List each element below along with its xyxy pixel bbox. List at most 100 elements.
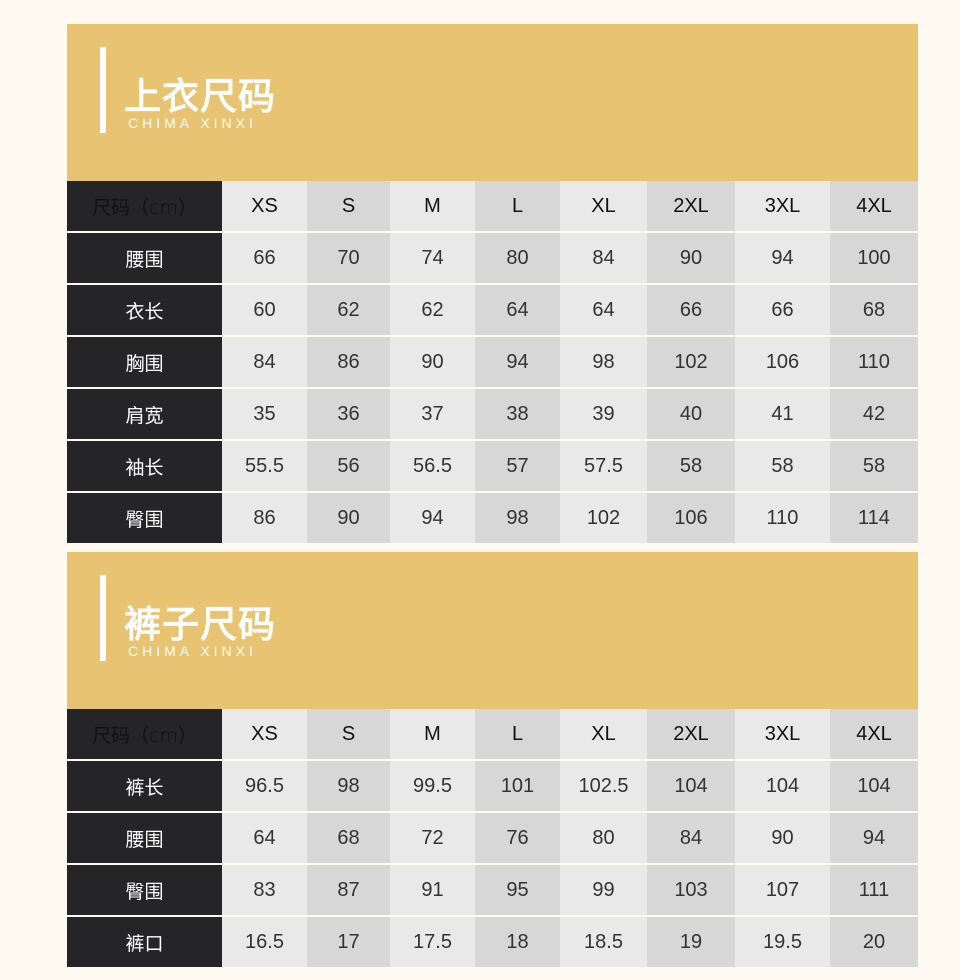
measurement-cell: 87 <box>307 864 390 916</box>
measurement-cell: 90 <box>647 232 735 284</box>
row-label: 臀围 <box>67 864 222 916</box>
measurement-cell: 86 <box>307 336 390 388</box>
size-header: L <box>475 709 560 760</box>
size-header: L <box>475 181 560 232</box>
measurement-cell: 55.5 <box>222 440 307 492</box>
header-label: 尺码（cm） <box>67 181 222 232</box>
size-header: M <box>390 709 475 760</box>
measurement-cell: 66 <box>222 232 307 284</box>
pants-size-section: 裤子尺码 CHIMA XINXI 尺码（cm） XS S M L XL 2XL 3XL 4XL 裤… <box>67 552 918 967</box>
measurement-cell: 90 <box>307 492 390 543</box>
measurement-cell: 17 <box>307 916 390 967</box>
header-row: 尺码（cm） XS S M L XL 2XL 3XL 4XL <box>67 709 918 760</box>
section-subtitle: CHIMA XINXI <box>128 643 257 659</box>
measurement-cell: 84 <box>560 232 647 284</box>
measurement-cell: 17.5 <box>390 916 475 967</box>
size-header: 2XL <box>647 709 735 760</box>
measurement-cell: 91 <box>390 864 475 916</box>
measurement-cell: 98 <box>475 492 560 543</box>
measurement-cell: 76 <box>475 812 560 864</box>
size-header: 4XL <box>830 709 918 760</box>
measurement-cell: 19.5 <box>735 916 830 967</box>
measurement-cell: 66 <box>735 284 830 336</box>
measurement-cell: 98 <box>307 760 390 812</box>
size-header: 3XL <box>735 181 830 232</box>
size-header: XL <box>560 709 647 760</box>
size-header: XS <box>222 181 307 232</box>
measurement-cell: 100 <box>830 232 918 284</box>
measurement-cell: 106 <box>647 492 735 543</box>
top-size-section: 上衣尺码 CHIMA XINXI 尺码（cm） XS S M L XL 2XL 3XL 4XL 腰… <box>67 24 918 543</box>
measurement-cell: 102 <box>647 336 735 388</box>
header-label: 尺码（cm） <box>67 709 222 760</box>
measurement-cell: 99 <box>560 864 647 916</box>
measurement-cell: 94 <box>735 232 830 284</box>
measurement-cell: 64 <box>475 284 560 336</box>
table-row: 肩宽 35 36 37 38 39 40 41 42 <box>67 388 918 440</box>
measurement-cell: 18 <box>475 916 560 967</box>
measurement-cell: 95 <box>475 864 560 916</box>
measurement-cell: 56.5 <box>390 440 475 492</box>
measurement-cell: 42 <box>830 388 918 440</box>
measurement-cell: 19 <box>647 916 735 967</box>
measurement-cell: 84 <box>222 336 307 388</box>
section-subtitle: CHIMA XINXI <box>128 115 257 131</box>
measurement-cell: 58 <box>735 440 830 492</box>
measurement-cell: 38 <box>475 388 560 440</box>
measurement-cell: 107 <box>735 864 830 916</box>
section-banner: 裤子尺码 CHIMA XINXI <box>67 552 918 709</box>
measurement-cell: 102.5 <box>560 760 647 812</box>
measurement-cell: 96.5 <box>222 760 307 812</box>
measurement-cell: 83 <box>222 864 307 916</box>
measurement-cell: 64 <box>560 284 647 336</box>
section-title: 裤子尺码 <box>124 603 276 646</box>
measurement-cell: 80 <box>475 232 560 284</box>
measurement-cell: 58 <box>830 440 918 492</box>
measurement-cell: 94 <box>830 812 918 864</box>
row-label: 肩宽 <box>67 388 222 440</box>
measurement-cell: 36 <box>307 388 390 440</box>
measurement-cell: 39 <box>560 388 647 440</box>
size-header: M <box>390 181 475 232</box>
measurement-cell: 106 <box>735 336 830 388</box>
measurement-cell: 60 <box>222 284 307 336</box>
measurement-cell: 68 <box>830 284 918 336</box>
table-row: 裤长 96.5 98 99.5 101 102.5 104 104 104 <box>67 760 918 812</box>
measurement-cell: 20 <box>830 916 918 967</box>
table-row: 衣长 60 62 62 64 64 66 66 68 <box>67 284 918 336</box>
row-label: 胸围 <box>67 336 222 388</box>
row-label: 裤口 <box>67 916 222 967</box>
size-header: XS <box>222 709 307 760</box>
size-header: 3XL <box>735 709 830 760</box>
measurement-cell: 99.5 <box>390 760 475 812</box>
measurement-cell: 62 <box>307 284 390 336</box>
measurement-cell: 90 <box>735 812 830 864</box>
measurement-cell: 16.5 <box>222 916 307 967</box>
table-row: 臀围 86 90 94 98 102 106 110 114 <box>67 492 918 543</box>
table-row: 臀围 83 87 91 95 99 103 107 111 <box>67 864 918 916</box>
accent-bar <box>100 575 106 661</box>
measurement-cell: 62 <box>390 284 475 336</box>
measurement-cell: 58 <box>647 440 735 492</box>
measurement-cell: 35 <box>222 388 307 440</box>
measurement-cell: 90 <box>390 336 475 388</box>
row-label: 腰围 <box>67 812 222 864</box>
table-row: 腰围 64 68 72 76 80 84 90 94 <box>67 812 918 864</box>
section-title: 上衣尺码 <box>124 75 276 118</box>
measurement-cell: 104 <box>830 760 918 812</box>
table-row: 袖长 55.5 56 56.5 57 57.5 58 58 58 <box>67 440 918 492</box>
measurement-cell: 56 <box>307 440 390 492</box>
size-header: 2XL <box>647 181 735 232</box>
measurement-cell: 40 <box>647 388 735 440</box>
measurement-cell: 103 <box>647 864 735 916</box>
measurement-cell: 64 <box>222 812 307 864</box>
accent-bar <box>100 47 106 133</box>
table-row: 裤口 16.5 17 17.5 18 18.5 19 19.5 20 <box>67 916 918 967</box>
row-label: 袖长 <box>67 440 222 492</box>
table-row: 胸围 84 86 90 94 98 102 106 110 <box>67 336 918 388</box>
measurement-cell: 111 <box>830 864 918 916</box>
measurement-cell: 18.5 <box>560 916 647 967</box>
measurement-cell: 80 <box>560 812 647 864</box>
measurement-cell: 110 <box>735 492 830 543</box>
measurement-cell: 57 <box>475 440 560 492</box>
